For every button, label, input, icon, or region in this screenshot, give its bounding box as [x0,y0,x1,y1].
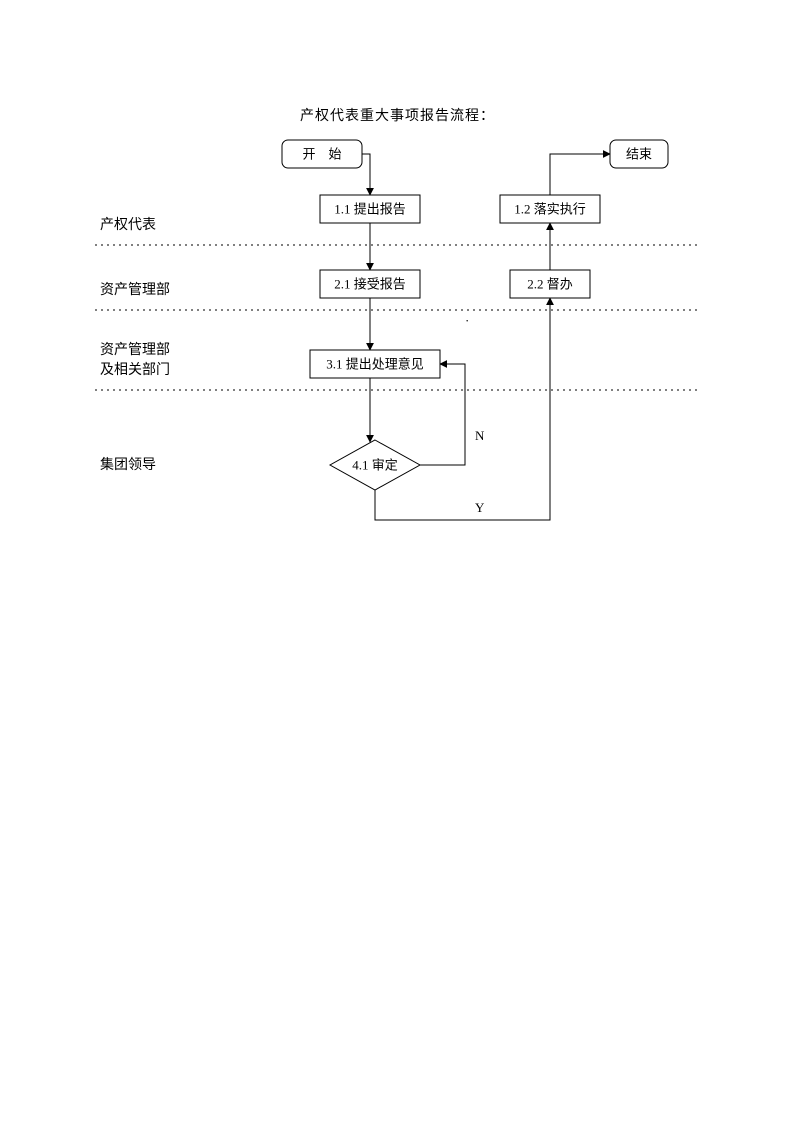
flowchart-canvas: N Y · 开 始 结束 1.1 提出报告 1.2 落实执行 2.1 接受报告 2.2 督办 3.… [0,0,793,1122]
node-n41: 4.1 审定 [330,440,420,490]
node-label-start: 开 始 [302,147,341,162]
node-label-n31: 3.1 提出处理意见 [326,357,424,372]
node-label-end: 结束 [626,147,652,162]
node-start: 开 始 [282,140,362,168]
node-label-n41: 4.1 审定 [352,458,398,473]
node-label-n21: 2.1 接受报告 [334,277,406,292]
node-n12: 1.2 落实执行 [500,195,600,223]
mark-0: · [465,313,469,328]
edge-e-12-end [550,154,610,195]
edge-e-41-31-N [420,364,465,465]
node-n21: 2.1 接受报告 [320,270,420,298]
edge-e-start-11 [362,154,370,195]
edge-label-e-41-31-N: N [475,428,485,443]
edge-label-e-41-22-Y: Y [475,500,485,515]
node-n11: 1.1 提出报告 [320,195,420,223]
page: 产权代表重大事项报告流程： 产权代表资产管理部资产管理部及相关部门集团领导 NY… [0,0,793,1122]
node-end: 结束 [610,140,668,168]
node-n22: 2.2 督办 [510,270,590,298]
edge-e-41-22-Y [375,298,550,520]
node-n31: 3.1 提出处理意见 [310,350,440,378]
node-label-n12: 1.2 落实执行 [514,202,586,217]
node-label-n11: 1.1 提出报告 [334,202,406,217]
node-label-n22: 2.2 督办 [527,277,573,292]
